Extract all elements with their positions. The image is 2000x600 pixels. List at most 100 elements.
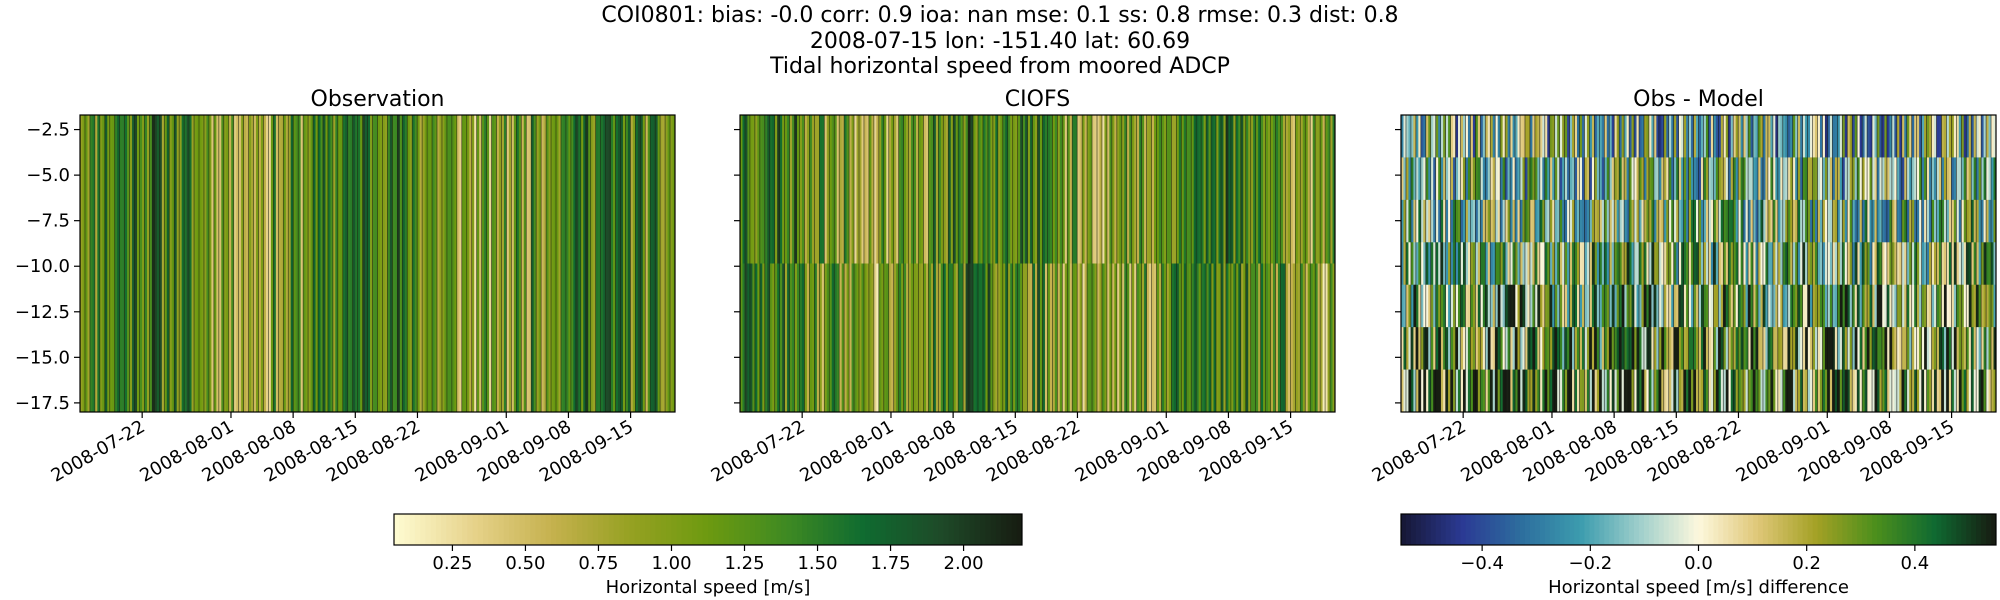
colorbar-segment bbox=[1549, 514, 1556, 545]
heatmap-cell bbox=[1146, 115, 1150, 264]
colorbar-segment bbox=[1921, 514, 1927, 545]
heatmap-cell bbox=[1688, 199, 1692, 243]
heatmap-cell bbox=[1696, 115, 1699, 158]
colorbar-tick-label: 1.75 bbox=[871, 553, 911, 574]
heatmap-cell bbox=[1505, 157, 1508, 201]
heatmap-cell bbox=[1636, 369, 1640, 413]
heatmap-cell bbox=[543, 115, 547, 413]
suptitle-description: Tidal horizontal speed from moored ADCP bbox=[769, 54, 1230, 79]
heatmap-cell bbox=[1904, 284, 1908, 328]
heatmap-cell bbox=[1586, 327, 1590, 370]
heatmap-cell bbox=[1248, 263, 1252, 413]
heatmap-cell bbox=[1896, 157, 1900, 201]
heatmap-cell bbox=[102, 115, 106, 413]
heatmap-cell bbox=[1792, 242, 1796, 286]
heatmap-cell bbox=[1569, 327, 1573, 370]
heatmap-cell bbox=[1943, 157, 1947, 201]
heatmap-cell bbox=[1889, 157, 1893, 201]
heatmap-cell bbox=[1539, 327, 1543, 370]
heatmap-cell bbox=[238, 115, 242, 413]
heatmap-cell bbox=[1216, 263, 1219, 413]
heatmap-cell bbox=[498, 115, 502, 413]
heatmap-cell bbox=[1297, 263, 1301, 413]
heatmap-cell bbox=[1978, 157, 1982, 201]
heatmap-cell bbox=[1472, 369, 1476, 413]
heatmap-cell bbox=[1733, 327, 1736, 370]
heatmap-cell bbox=[1968, 327, 1972, 370]
heatmap-cell bbox=[935, 263, 939, 413]
colorbar-segment bbox=[472, 514, 479, 545]
heatmap-cell bbox=[1405, 327, 1409, 370]
heatmap-cell bbox=[1629, 327, 1632, 370]
heatmap-cell bbox=[1405, 115, 1409, 158]
heatmap-cell bbox=[1586, 115, 1590, 158]
heatmap-cell bbox=[1948, 284, 1952, 328]
heatmap-cell bbox=[1604, 369, 1608, 413]
heatmap-cell bbox=[1976, 199, 1979, 243]
colorbar-segment bbox=[645, 514, 651, 545]
heatmap-cell bbox=[824, 263, 828, 413]
heatmap-cell bbox=[1277, 263, 1281, 413]
heatmap-cell bbox=[1817, 284, 1821, 328]
heatmap-cell bbox=[1569, 284, 1573, 328]
heatmap-cell bbox=[901, 263, 904, 413]
heatmap-cell bbox=[1435, 115, 1439, 158]
colorbar-segment bbox=[728, 514, 735, 545]
heatmap-cell bbox=[1854, 115, 1858, 158]
heatmap-cell bbox=[1666, 157, 1670, 201]
heatmap-cell bbox=[1203, 115, 1207, 264]
heatmap-cell bbox=[849, 115, 852, 264]
heatmap-cell bbox=[799, 263, 803, 413]
heatmap-cell bbox=[1302, 263, 1306, 413]
heatmap-cell bbox=[1467, 284, 1471, 328]
heatmap-cell bbox=[149, 115, 153, 413]
heatmap-cell bbox=[1465, 284, 1469, 328]
heatmap-cell bbox=[1698, 284, 1702, 328]
heatmap-cell bbox=[1502, 284, 1506, 328]
heatmap-cell bbox=[1914, 242, 1917, 286]
heatmap-cell bbox=[1951, 369, 1955, 413]
heatmap-cell bbox=[1453, 115, 1456, 158]
heatmap-cell bbox=[955, 115, 959, 264]
heatmap-cell bbox=[1968, 369, 1972, 413]
heatmap-cell bbox=[1574, 157, 1578, 201]
heatmap-cell bbox=[541, 115, 544, 413]
heatmap-cell bbox=[1745, 369, 1749, 413]
heatmap-cell bbox=[1485, 284, 1489, 328]
heatmap-cell bbox=[1495, 157, 1498, 201]
heatmap-cell bbox=[1564, 284, 1568, 328]
heatmap-cell bbox=[1986, 115, 1989, 158]
heatmap-cell bbox=[424, 115, 428, 413]
heatmap-cell bbox=[1978, 369, 1982, 413]
heatmap-cell bbox=[1961, 242, 1965, 286]
heatmap-cell bbox=[1166, 115, 1170, 264]
heatmap-cell bbox=[1668, 327, 1672, 370]
heatmap-cell bbox=[985, 263, 989, 413]
heatmap-cell bbox=[1859, 157, 1863, 201]
heatmap-cell bbox=[1557, 157, 1560, 201]
heatmap-cell bbox=[1703, 157, 1707, 201]
colorbar-segment bbox=[807, 514, 814, 545]
heatmap-cell bbox=[1315, 115, 1318, 264]
heatmap-cell bbox=[1946, 284, 1950, 328]
heatmap-cell bbox=[863, 263, 867, 413]
heatmap-cell bbox=[1243, 263, 1247, 413]
heatmap-cell bbox=[1802, 157, 1806, 201]
heatmap-cell bbox=[1919, 157, 1922, 201]
heatmap-cell bbox=[479, 115, 482, 413]
heatmap-cell bbox=[1097, 263, 1100, 413]
heatmap-cell bbox=[1656, 242, 1660, 286]
heatmap-cell bbox=[1403, 199, 1407, 243]
heatmap-cell bbox=[1579, 369, 1583, 413]
heatmap-cell bbox=[1616, 199, 1620, 243]
heatmap-cell bbox=[1919, 369, 1922, 413]
heatmap-cell bbox=[1874, 115, 1878, 158]
heatmap-cell bbox=[1462, 199, 1466, 243]
heatmap-cell bbox=[846, 115, 850, 264]
heatmap-cell bbox=[1455, 284, 1459, 328]
heatmap-cell bbox=[1958, 369, 1962, 413]
colorbar-segment bbox=[587, 514, 594, 545]
colorbar-segment bbox=[1872, 514, 1878, 545]
heatmap-cell bbox=[1909, 115, 1913, 158]
heatmap-cell bbox=[1976, 242, 1979, 286]
